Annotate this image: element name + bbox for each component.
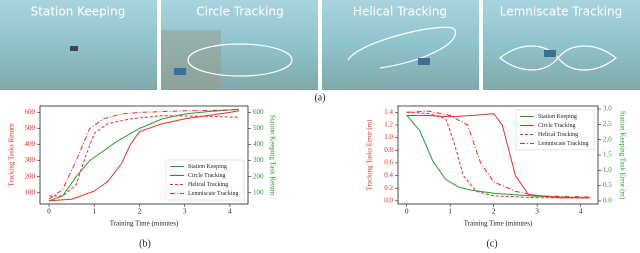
coral (161, 30, 221, 90)
trajectory (187, 43, 293, 77)
y-tick-label: 100 (25, 188, 36, 196)
series-line (48, 110, 240, 202)
y2-tick-label: 100 (253, 188, 264, 196)
photo (0, 0, 157, 90)
photo (322, 0, 479, 90)
panel-title: Lemniscate Tracking (500, 5, 623, 19)
legend-label: Station Keeping (538, 114, 577, 120)
series-line (49, 115, 240, 197)
y2-tick-label: 1.0 (603, 166, 612, 174)
y-tick-label: 0.6 (384, 159, 393, 167)
panel-title: Helical Tracking (353, 5, 447, 19)
y-tick-label: 0.4 (384, 171, 393, 179)
series-line (48, 108, 240, 202)
y-tick-label: 1.0 (384, 133, 393, 141)
y2-tick-label: 200 (253, 172, 264, 180)
series-line (406, 114, 590, 199)
image-row: Station Keeping Circle Tracking Helical … (0, 0, 640, 90)
y-tick-label: 0.8 (384, 146, 393, 154)
caption: (b) (139, 238, 151, 249)
series-line (406, 110, 590, 198)
series-line (406, 113, 590, 199)
legend-label: Station Keeping (188, 164, 227, 170)
x-tick-label: 1 (448, 208, 452, 216)
caption: (a) (314, 92, 325, 103)
legend-label: Helical Tracking (538, 132, 578, 138)
x-tick-label: 4 (228, 208, 232, 216)
y-tick-label: 200 (25, 172, 36, 180)
y2-tick-label: 500 (253, 124, 264, 132)
y-tick-label: 1.4 (384, 108, 393, 116)
x-tick-label: 2 (492, 208, 496, 216)
y-axis-label: Tracking Tasks Return (8, 123, 16, 187)
y2-axis-label: Station Keeping Task Return (268, 115, 276, 196)
legend-label: Circle Tracking (188, 173, 226, 179)
y2-axis-label: Station Keeping Task Error (m) (618, 111, 626, 200)
y2-tick-label: 2.0 (603, 135, 612, 143)
y2-tick-label: 2.5 (603, 120, 612, 128)
x-axis-label: Training Time (minutes) (464, 220, 533, 228)
x-tick-label: 4 (579, 208, 583, 216)
x-axis-label: Training Time (minutes) (110, 220, 179, 228)
robot (544, 50, 556, 57)
robot (70, 46, 78, 51)
x-tick-label: 3 (183, 208, 187, 216)
trajectory (499, 45, 617, 71)
panel-title: Circle Tracking (196, 5, 283, 19)
y2-tick-label: 600 (253, 108, 264, 116)
y-tick-label: 400 (25, 140, 36, 148)
y2-tick-label: 1.5 (603, 151, 612, 159)
y2-tick-label: 300 (253, 156, 264, 164)
legend-label: Lemniscate Tracking (188, 191, 239, 197)
legend-label: Circle Tracking (538, 123, 576, 129)
legend-label: Lemniscate Tracking (538, 141, 589, 147)
y-tick-label: 1.2 (384, 121, 393, 129)
series-line (48, 108, 240, 200)
y2-tick-label: 0.0 (603, 197, 612, 205)
plot-frame (39, 105, 249, 205)
y-axis-label: Tracking Tasks Error (m) (366, 119, 374, 191)
caption: (c) (486, 238, 497, 249)
robot (418, 58, 430, 65)
panel-title: Station Keeping (31, 5, 126, 19)
y-tick-label: 0.2 (384, 184, 393, 192)
x-tick-label: 0 (47, 208, 51, 216)
y2-tick-label: 3.0 (603, 105, 612, 113)
y-tick-label: 300 (25, 156, 36, 164)
legend-label: Helical Tracking (188, 182, 228, 188)
x-tick-label: 0 (405, 208, 409, 216)
y-tick-label: 500 (25, 124, 36, 132)
y2-tick-label: 400 (253, 140, 264, 148)
x-tick-label: 1 (93, 208, 97, 216)
y-tick-label: 600 (25, 108, 36, 116)
robot (174, 68, 186, 75)
x-tick-label: 3 (535, 208, 539, 216)
y2-tick-label: 0.5 (603, 181, 612, 189)
series-line (406, 111, 590, 199)
photo (483, 0, 640, 90)
y-tick-label: 0.0 (384, 196, 393, 204)
x-tick-label: 2 (138, 208, 142, 216)
